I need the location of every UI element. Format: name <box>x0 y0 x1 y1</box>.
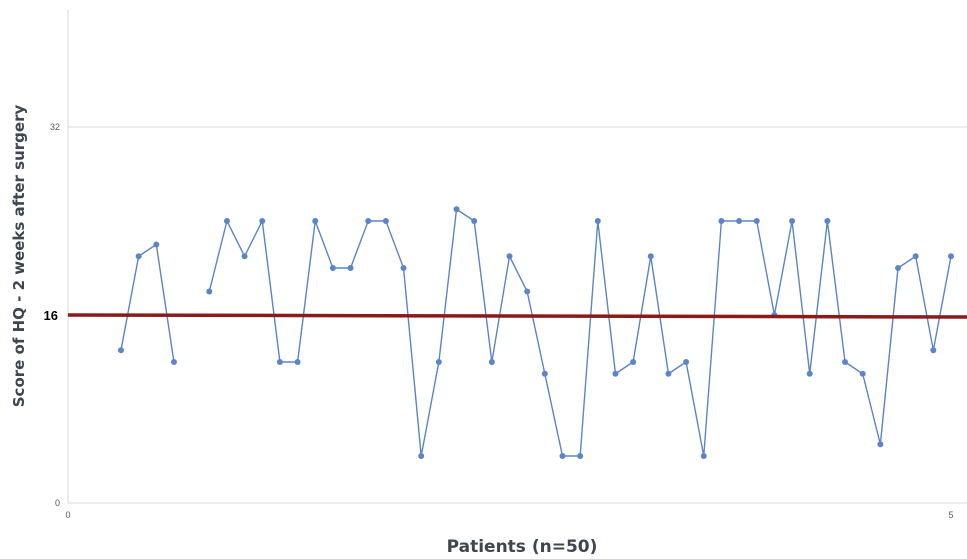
data-point <box>418 453 425 459</box>
data-point <box>488 359 495 365</box>
data-point <box>347 265 354 271</box>
data-point <box>400 265 407 271</box>
data-point <box>594 218 601 224</box>
data-point <box>294 359 301 365</box>
data-point <box>930 347 937 354</box>
series-layer <box>117 206 954 459</box>
data-point <box>683 359 690 365</box>
data-point <box>312 218 319 224</box>
data-point <box>842 359 849 365</box>
data-point <box>700 453 707 459</box>
data-point <box>206 288 213 295</box>
data-point <box>877 441 884 448</box>
x-axis-title: Patients (n=50) <box>447 537 598 557</box>
x-tick-label: 0 <box>65 510 70 520</box>
y-axis-title: Score of HQ - 2 weeks after surgery <box>10 105 28 408</box>
data-point <box>223 218 230 224</box>
data-point <box>895 265 902 271</box>
data-point <box>471 218 478 224</box>
data-point <box>789 218 796 224</box>
data-point <box>859 370 866 377</box>
data-point <box>135 253 142 260</box>
y-tick-label: 0 <box>55 498 60 508</box>
data-point <box>276 359 283 365</box>
data-point <box>524 288 531 295</box>
data-point <box>736 218 743 224</box>
x-tick-label: 5 <box>948 510 953 520</box>
data-point <box>718 218 725 224</box>
data-point <box>806 370 813 377</box>
series-line <box>120 243 175 363</box>
data-point <box>170 359 177 365</box>
data-point <box>541 370 548 377</box>
data-point <box>824 218 831 224</box>
data-point <box>630 359 637 365</box>
data-point <box>577 453 584 459</box>
tick-labels: 0 32 0 5 <box>50 122 954 520</box>
data-point <box>753 218 760 224</box>
data-point <box>665 370 672 377</box>
data-point <box>912 253 919 260</box>
data-point <box>241 253 248 260</box>
data-point <box>382 218 389 224</box>
reference-line-layer: 16 <box>44 308 967 323</box>
data-point <box>435 359 442 365</box>
data-point <box>365 218 372 224</box>
data-point <box>647 253 654 260</box>
data-point <box>153 241 160 248</box>
data-point <box>948 253 954 260</box>
data-point <box>259 218 266 224</box>
data-point <box>453 206 460 213</box>
series-line <box>208 208 952 457</box>
data-point <box>506 253 513 260</box>
reference-line <box>67 313 967 319</box>
reference-line-label: 16 <box>44 308 58 323</box>
data-point <box>117 347 124 354</box>
data-point <box>559 453 566 459</box>
data-point <box>612 370 619 377</box>
data-point <box>329 265 336 271</box>
y-tick-label: 32 <box>50 122 60 132</box>
